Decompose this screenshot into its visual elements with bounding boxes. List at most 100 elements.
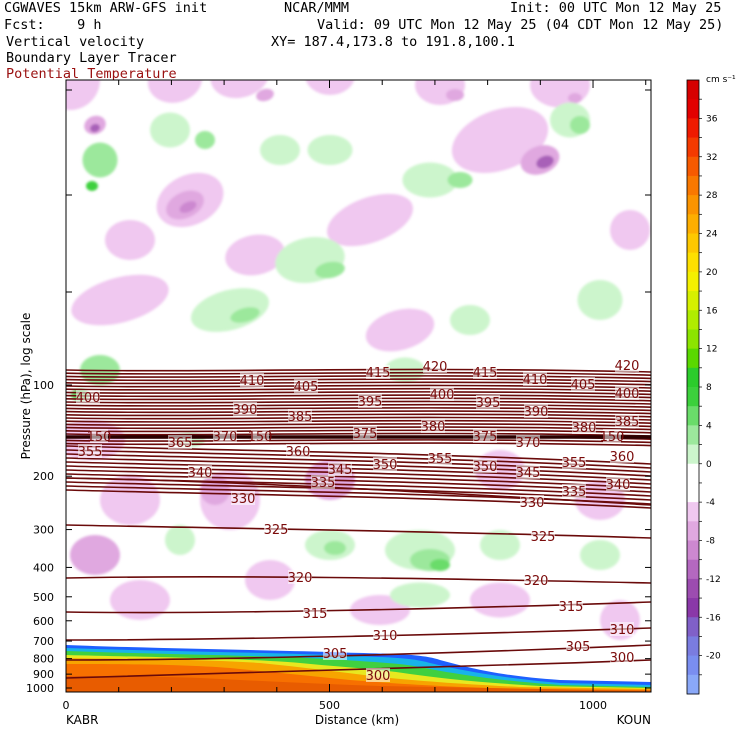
theta-label: 370 [213,430,238,445]
theta-label: 365 [168,436,193,451]
theta-label: 400 [430,388,455,403]
theta-label: 150 [248,430,273,445]
theta-label-bg [610,650,634,664]
colorbar-swatch [687,636,699,657]
theta-contour [66,375,651,380]
colorbar-swatch [687,502,699,522]
theta-label: 310 [610,623,635,638]
plot-frame [65,79,652,693]
theta-label: 360 [610,450,635,465]
vv-cell [90,123,100,133]
theta-label: 320 [288,571,313,586]
x-tick-label: 0 [63,699,70,712]
vv-cell [260,135,300,165]
vv-cell [324,541,346,555]
theta-label: 305 [323,647,348,662]
colorbar-swatch [687,252,699,273]
y-tick-label: 800 [33,653,54,666]
theta-label-bg [303,606,327,620]
vv-cell [568,93,582,103]
theta-label-bg [294,379,318,393]
colorbar-swatch [687,118,699,139]
theta-contour [66,413,651,418]
theta-label: 390 [233,403,258,418]
theta-label-bg [562,455,586,469]
theta-contour [66,439,651,444]
theta-label-bg [615,358,639,372]
theta-label-bg [231,491,255,505]
colorbar-swatch [687,674,699,695]
theta-label: 150 [600,430,625,445]
theta-label-bg [288,409,312,423]
theta-contour [66,465,651,485]
xy-coordinates: XY= 187.4,173.8 to 191.8,100.1 [271,34,515,50]
theta-label-bg [606,477,630,491]
theta-label: 330 [520,496,545,511]
colorbar-swatch [687,578,699,599]
init-time: Init: 00 UTC Mon 12 May 25 [510,0,722,16]
colorbar-swatch [687,195,699,215]
vv-cell [530,80,590,108]
theta-label: 380 [572,421,597,436]
colorbar-swatch [687,348,699,369]
colorbar-swatch [687,444,699,465]
distance-axis: 0 500 1000 [63,80,647,712]
y-tick-label: 300 [33,524,54,537]
theta-label-bg [615,414,639,428]
theta-label: 370 [516,436,541,451]
theta-contour [66,659,651,679]
theta-label-bg [366,365,390,379]
theta-contour [66,442,651,447]
y-tick-label: 900 [33,668,54,681]
theta-label-bg [366,668,390,682]
theta-label-bg [516,465,540,479]
theta-label-bg [311,475,335,489]
colorbar-label: 36 [706,114,718,124]
colorbar-swatch [687,463,699,484]
colorbar-unit: cm s⁻¹ [706,75,736,85]
y-tick-label: 400 [33,561,54,574]
theta-label-bg [328,462,352,476]
theta-contour [66,394,651,399]
theta-label-bg [430,387,454,401]
theta-contour [66,627,651,641]
vv-cell [470,582,530,618]
theta-label: 395 [358,395,383,410]
vv-cell [165,525,195,555]
theta-label: 335 [562,485,587,500]
theta-label: 375 [353,427,378,442]
theta-label-bg [559,599,583,613]
colorbar-swatch [687,655,699,676]
theta-label-bg [288,570,312,584]
colorbar-swatch [687,425,699,446]
colorbar-swatch [687,559,699,580]
potential-temperature-contours [66,368,651,679]
vv-cell [447,172,473,188]
theta-label-bg [421,419,445,433]
x-tick-label: 500 [319,699,340,712]
theta-contour [66,403,651,408]
theta-label: 320 [524,574,549,589]
colorbar-swatch [687,310,699,330]
vv-cell [210,80,270,99]
field-name-vertical-velocity: Vertical velocity [6,34,145,50]
theta-label-bg [233,402,257,416]
x-tick-label: 1000 [579,699,607,712]
theta-label: 390 [524,405,549,420]
theta-label-bg [524,573,548,587]
theta-label: 405 [571,378,596,393]
colorbar-label: -4 [706,498,715,508]
theta-label-bg [286,444,310,458]
colorbar-swatch [687,482,699,503]
theta-label: 385 [288,410,313,425]
vv-cell [110,580,170,620]
theta-label-bg [520,495,544,509]
center-label: NCAR/MMM [284,0,350,16]
theta-label: 360 [286,445,311,460]
colorbar-swatch [687,137,699,158]
x-axis-label: Distance (km) [315,713,399,727]
theta-label: 385 [615,415,640,430]
theta-contour [66,445,651,465]
vv-cell [390,582,450,608]
colorbar-swatch [687,521,699,541]
